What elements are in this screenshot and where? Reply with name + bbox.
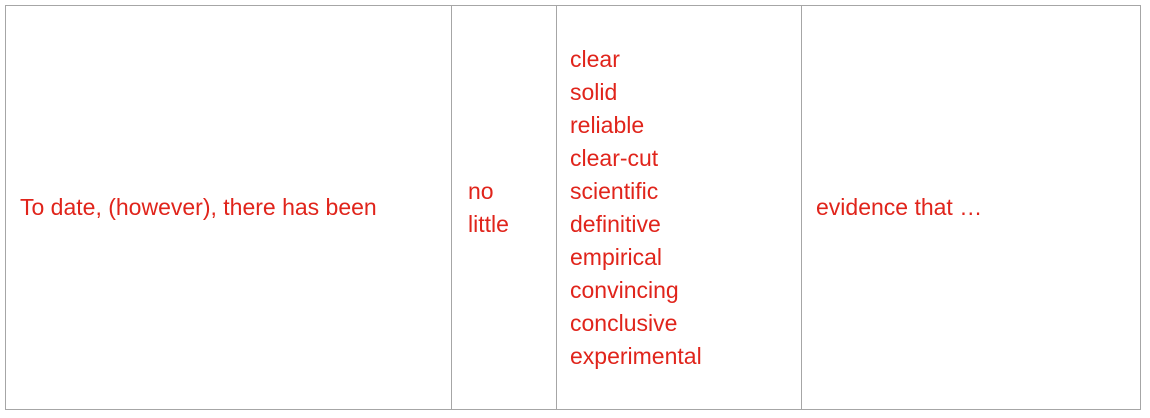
list-item: definitive xyxy=(570,210,661,237)
closing-phrase: evidence that … xyxy=(816,194,983,220)
list-item: little xyxy=(468,210,509,237)
list-item: reliable xyxy=(570,111,645,138)
quantifier-cell: no little xyxy=(451,5,557,410)
list-item: experimental xyxy=(570,342,702,369)
opening-phrase-cell: To date, (however), there has been xyxy=(5,5,452,410)
list-item: scientific xyxy=(570,177,659,204)
phrase-table: To date, (however), there has been no li… xyxy=(5,5,1141,410)
list-item: convincing xyxy=(570,276,679,303)
list-item: empirical xyxy=(570,243,663,270)
opening-phrase: To date, (however), there has been xyxy=(20,194,377,220)
list-item: conclusive xyxy=(570,309,678,336)
adjective-list: clear solid reliable clear-cut scientifi… xyxy=(570,43,801,373)
list-item: solid xyxy=(570,78,618,105)
adjective-cell: clear solid reliable clear-cut scientifi… xyxy=(556,5,802,410)
table-row: To date, (however), there has been no li… xyxy=(5,5,1141,410)
list-item: clear xyxy=(570,45,620,72)
list-item: no xyxy=(468,177,494,204)
quantifier-list: no little xyxy=(468,175,556,241)
list-item: clear-cut xyxy=(570,144,659,171)
closing-phrase-cell: evidence that … xyxy=(801,5,1141,410)
